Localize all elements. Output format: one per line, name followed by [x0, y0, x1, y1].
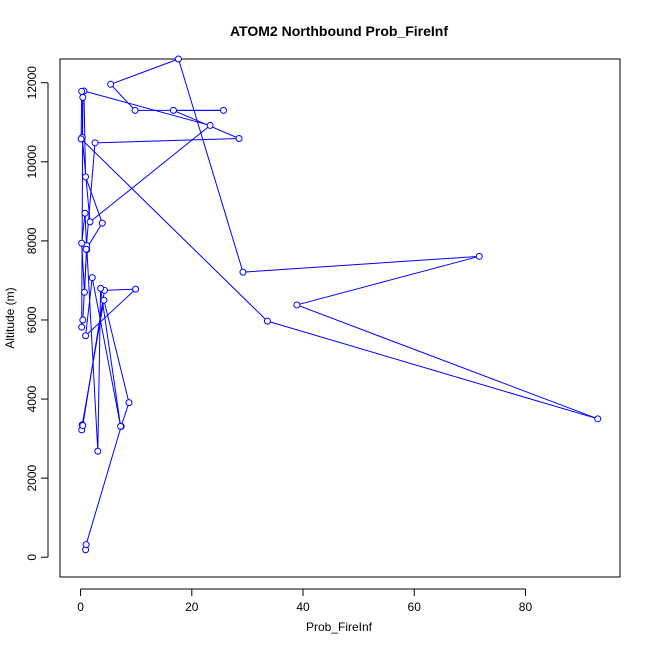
series-line-segment	[85, 277, 93, 336]
series-line-segment	[89, 125, 211, 223]
data-point	[82, 541, 90, 549]
data-point	[82, 173, 90, 181]
y-tick-label: 8000	[25, 227, 39, 254]
data-point	[80, 288, 88, 296]
data-point	[79, 316, 87, 324]
data-point	[77, 135, 85, 143]
series-line-segment	[83, 90, 211, 126]
series-line-segment	[173, 109, 240, 139]
series-line-segment	[242, 255, 480, 273]
data-point	[125, 399, 133, 407]
data-point	[107, 80, 115, 88]
series-lines	[80, 58, 598, 550]
y-tick-label: 4000	[25, 385, 39, 412]
x-axis: 0 20 40 60 80	[77, 588, 533, 614]
data-point	[91, 139, 99, 147]
x-tick-label: 0	[77, 600, 84, 614]
series-line-segment	[82, 290, 105, 426]
data-point	[79, 422, 87, 430]
series-line-segment	[85, 426, 122, 545]
data-point	[594, 415, 602, 423]
data-point	[475, 252, 483, 260]
plot-frame	[59, 58, 621, 578]
y-axis-label: Altitude (m)	[3, 287, 17, 348]
series-line-segment	[110, 58, 179, 85]
data-point	[131, 106, 139, 114]
chart-title: ATOM2 Northbound Prob_FireInf	[230, 23, 448, 39]
series-line-segment	[85, 176, 103, 224]
y-tick-label: 2000	[25, 464, 39, 491]
series-line-segment	[97, 288, 102, 452]
y-tick-label: 12000	[25, 66, 39, 100]
series-line-segment	[85, 142, 96, 250]
x-tick-label: 40	[296, 600, 310, 614]
data-point	[235, 134, 243, 142]
x-tick-label: 80	[519, 600, 533, 614]
y-tick-label: 10000	[25, 145, 39, 179]
data-point	[100, 296, 108, 304]
series-line-segment	[86, 245, 99, 452]
y-tick-label: 0	[25, 554, 39, 561]
data-point	[94, 447, 102, 455]
data-point	[78, 239, 86, 247]
data-point	[206, 121, 214, 129]
series-line-segment	[296, 304, 598, 420]
series-line-segment	[80, 138, 268, 322]
series-line-segment	[267, 320, 598, 420]
x-tick-label: 20	[185, 600, 199, 614]
series-line-segment	[110, 83, 136, 111]
series-line-segment	[120, 402, 130, 427]
data-point	[239, 268, 247, 276]
data-point	[174, 55, 182, 63]
series-points	[77, 55, 602, 554]
x-axis-label: Prob_FireInf	[306, 620, 373, 634]
data-point	[82, 245, 90, 253]
data-point	[82, 332, 90, 340]
series-line-segment	[91, 277, 122, 427]
data-point	[98, 219, 106, 227]
data-point	[88, 274, 96, 282]
data-point	[78, 323, 86, 331]
data-point	[169, 106, 177, 114]
data-point	[79, 93, 87, 101]
series-line-segment	[82, 249, 88, 321]
series-line-segment	[104, 288, 136, 291]
series-line-segment	[85, 288, 136, 337]
data-point	[97, 284, 105, 292]
series-line-segment	[83, 91, 87, 177]
series-line-segment	[95, 137, 240, 144]
data-point	[78, 87, 86, 95]
data-point	[132, 285, 140, 293]
y-tick-label: 6000	[25, 306, 39, 333]
data-point	[219, 106, 227, 114]
series-line-segment	[100, 288, 122, 427]
data-point	[86, 218, 94, 226]
data-point	[117, 422, 125, 430]
data-point	[81, 209, 89, 217]
series-line-segment	[296, 255, 480, 306]
data-point	[263, 317, 271, 325]
x-tick-label: 60	[408, 600, 422, 614]
data-point	[293, 301, 301, 309]
y-axis: 0 2000 4000 6000 8000 10000 12000	[25, 66, 49, 561]
series-line-segment	[103, 300, 130, 403]
series-line-segment	[177, 58, 244, 273]
series-line-segment	[81, 97, 84, 138]
